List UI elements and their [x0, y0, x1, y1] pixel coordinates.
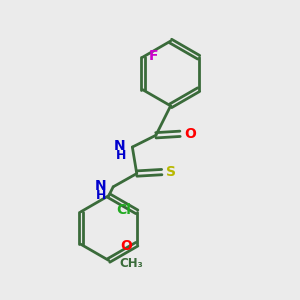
Text: S: S	[166, 165, 176, 179]
Text: Cl: Cl	[117, 203, 131, 218]
Text: N: N	[95, 179, 107, 193]
Text: N: N	[114, 140, 126, 154]
Text: O: O	[121, 239, 132, 253]
Text: H: H	[116, 149, 126, 162]
Text: O: O	[184, 127, 196, 141]
Text: F: F	[149, 49, 158, 63]
Text: H: H	[96, 188, 107, 202]
Text: CH₃: CH₃	[120, 256, 143, 270]
